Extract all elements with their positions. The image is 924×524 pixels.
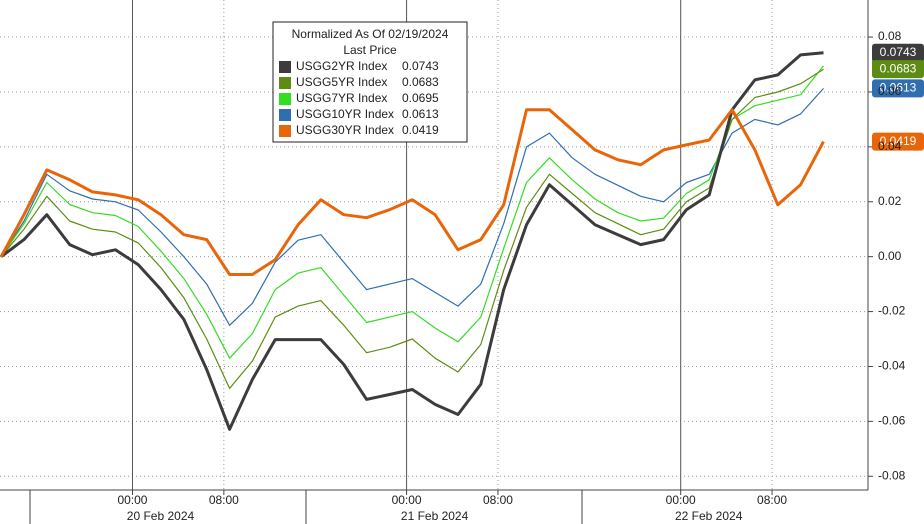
legend-subtitle: Last Price bbox=[343, 43, 397, 57]
price-tag bbox=[872, 60, 924, 79]
price-tag-label: 0.0743 bbox=[880, 45, 917, 59]
legend-swatch bbox=[279, 109, 291, 121]
price-tag-label: 0.0683 bbox=[880, 61, 917, 75]
legend-swatch bbox=[279, 77, 291, 89]
lines-layer bbox=[0, 51, 825, 431]
legend-value: 0.0743 bbox=[402, 59, 439, 73]
legend-label: USGG30YR Index bbox=[296, 123, 394, 137]
y-tick-label: 0.00 bbox=[878, 249, 902, 263]
date-label: 20 Feb 2024 bbox=[127, 509, 195, 523]
y-tick-label: -0.06 bbox=[878, 414, 906, 428]
legend-swatch bbox=[279, 61, 291, 73]
x-tick-label: 08:00 bbox=[757, 493, 787, 507]
price-tag bbox=[872, 43, 924, 62]
price-tag bbox=[872, 132, 924, 151]
legend-value: 0.0419 bbox=[402, 123, 439, 137]
x-tick-label: 00:00 bbox=[117, 493, 147, 507]
x-tick-label: 08:00 bbox=[483, 493, 513, 507]
series-line bbox=[0, 87, 824, 326]
legend-swatch bbox=[279, 93, 291, 105]
legend-label: USGG2YR Index bbox=[296, 59, 387, 73]
legend-title: Normalized As Of 02/19/2024 bbox=[292, 27, 449, 41]
legend-box bbox=[272, 21, 468, 143]
legend-label: USGG10YR Index bbox=[296, 107, 394, 121]
y-tick-label: 0.04 bbox=[878, 139, 902, 153]
price-tag-label: 0.0613 bbox=[880, 81, 917, 95]
series-line bbox=[0, 51, 824, 431]
series-line bbox=[0, 65, 824, 359]
legend-swatch bbox=[279, 125, 291, 137]
date-label: 22 Feb 2024 bbox=[675, 509, 743, 523]
y-tick-label: -0.04 bbox=[878, 359, 906, 373]
x-tick-label: 08:00 bbox=[209, 493, 239, 507]
legend-value: 0.0683 bbox=[402, 75, 439, 89]
y-tick-label: -0.02 bbox=[878, 304, 906, 318]
series-line bbox=[0, 68, 824, 389]
legend-value: 0.0695 bbox=[402, 91, 439, 105]
legend-label: USGG7YR Index bbox=[296, 91, 387, 105]
x-tick-label: 00:00 bbox=[392, 493, 422, 507]
y-tick-label: 0.06 bbox=[878, 84, 902, 98]
y-tick-label: 0.08 bbox=[878, 29, 902, 43]
y-tick-label: -0.08 bbox=[878, 468, 906, 482]
price-tag-label: 0.0419 bbox=[880, 134, 917, 148]
series-line bbox=[0, 108, 825, 276]
legend-label: USGG5YR Index bbox=[296, 75, 387, 89]
x-tick-label: 00:00 bbox=[666, 493, 696, 507]
y-tick-label: 0.02 bbox=[878, 194, 902, 208]
legend-value: 0.0613 bbox=[402, 107, 439, 121]
price-tag bbox=[872, 79, 924, 98]
date-label: 21 Feb 2024 bbox=[401, 509, 469, 523]
legend: Normalized As Of 02/19/2024 Last Price U… bbox=[272, 21, 468, 143]
